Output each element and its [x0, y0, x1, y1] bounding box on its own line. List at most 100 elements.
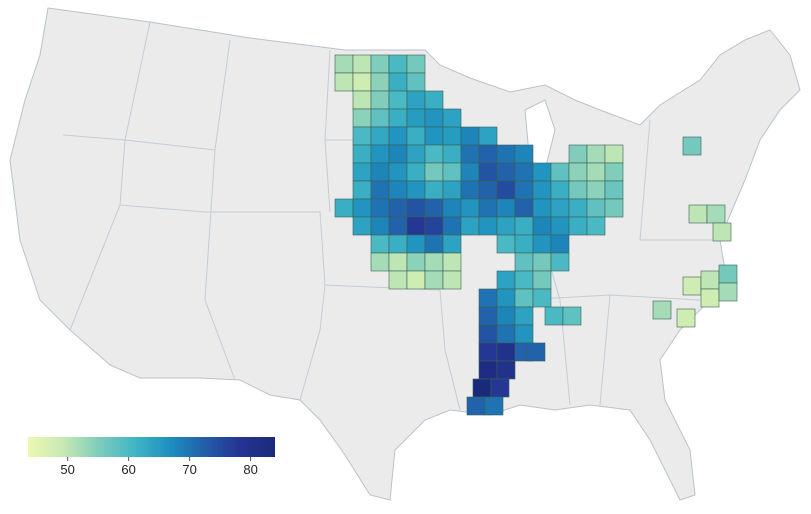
county-region — [478, 126, 498, 146]
county-region — [586, 162, 606, 182]
county-region — [388, 126, 408, 146]
county-region — [406, 54, 426, 74]
county-region — [370, 162, 390, 182]
county-region — [550, 252, 570, 272]
county-region — [442, 162, 462, 182]
county-region — [406, 180, 426, 200]
county-region — [406, 198, 426, 218]
county-region — [496, 360, 516, 380]
county-region — [472, 378, 492, 398]
county-region — [514, 216, 534, 236]
county-region — [352, 144, 372, 164]
county-region — [352, 90, 372, 110]
county-region — [550, 198, 570, 218]
county-region — [388, 252, 408, 272]
county-region — [370, 198, 390, 218]
county-region — [550, 162, 570, 182]
county-region — [478, 180, 498, 200]
county-region — [562, 306, 582, 326]
county-region — [370, 180, 390, 200]
county-region — [370, 234, 390, 254]
county-region — [424, 198, 444, 218]
colorbar-tick-label: 80 — [243, 462, 257, 477]
county-region — [604, 180, 624, 200]
county-region — [424, 108, 444, 128]
county-region — [370, 252, 390, 272]
county-region — [514, 144, 534, 164]
county-region — [406, 234, 426, 254]
county-region — [496, 270, 516, 290]
county-region — [496, 162, 516, 182]
county-region — [496, 306, 516, 326]
county-region — [652, 300, 672, 320]
county-region — [496, 180, 516, 200]
county-region — [388, 198, 408, 218]
county-region — [484, 396, 504, 416]
county-region — [388, 144, 408, 164]
county-region — [568, 144, 588, 164]
county-region — [334, 54, 354, 74]
county-region — [442, 270, 462, 290]
county-region — [712, 222, 732, 242]
county-region — [352, 54, 372, 74]
county-region — [424, 90, 444, 110]
county-region — [586, 180, 606, 200]
county-region — [352, 198, 372, 218]
county-region — [514, 234, 534, 254]
county-region — [478, 162, 498, 182]
county-region — [544, 306, 564, 326]
county-region — [568, 180, 588, 200]
county-region — [478, 342, 498, 362]
colorbar-tick-label: 70 — [182, 462, 196, 477]
county-region — [496, 198, 516, 218]
county-region — [478, 216, 498, 236]
colorbar — [28, 437, 275, 457]
colorbar-tick-label: 50 — [60, 462, 74, 477]
county-region — [460, 126, 480, 146]
county-region — [496, 288, 516, 308]
county-region — [460, 216, 480, 236]
county-region — [388, 162, 408, 182]
county-region — [550, 180, 570, 200]
county-region — [532, 180, 552, 200]
county-region — [352, 126, 372, 146]
county-region — [424, 270, 444, 290]
county-region — [586, 216, 606, 236]
county-region — [490, 378, 510, 398]
county-region — [460, 198, 480, 218]
county-region — [496, 324, 516, 344]
county-region — [532, 288, 552, 308]
county-region — [568, 198, 588, 218]
county-region — [676, 308, 696, 328]
county-region — [424, 126, 444, 146]
county-region — [460, 180, 480, 200]
county-region — [532, 198, 552, 218]
county-region — [334, 72, 354, 92]
county-region — [442, 108, 462, 128]
county-region — [406, 162, 426, 182]
county-region — [424, 180, 444, 200]
county-region — [406, 216, 426, 236]
county-region — [388, 180, 408, 200]
county-region — [586, 144, 606, 164]
county-region — [478, 144, 498, 164]
county-region — [442, 180, 462, 200]
county-region — [406, 72, 426, 92]
county-region — [388, 108, 408, 128]
colorbar-tick-label: 60 — [121, 462, 135, 477]
county-region — [514, 198, 534, 218]
county-region — [352, 108, 372, 128]
county-region — [352, 72, 372, 92]
county-region — [688, 204, 708, 224]
county-region — [514, 306, 534, 326]
county-region — [682, 276, 702, 296]
county-region — [370, 216, 390, 236]
county-region — [604, 198, 624, 218]
county-region — [370, 90, 390, 110]
county-region — [442, 234, 462, 254]
county-region — [604, 162, 624, 182]
county-region — [532, 234, 552, 254]
county-region — [514, 252, 534, 272]
county-region — [532, 162, 552, 182]
